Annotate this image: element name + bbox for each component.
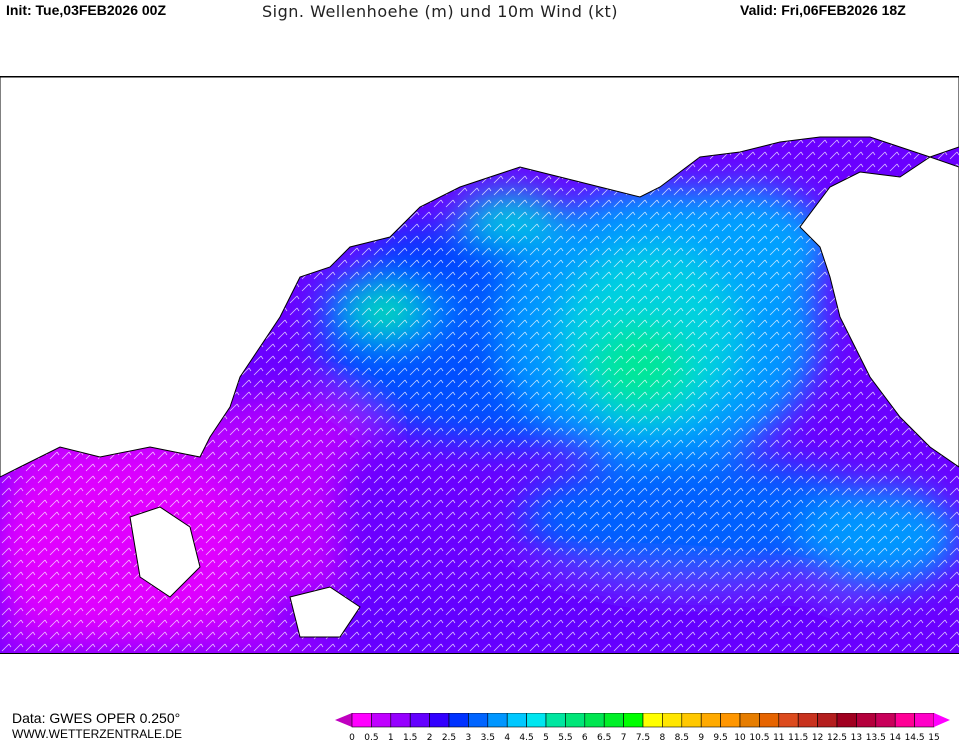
valid-time: Valid: Fri,06FEB2026 18Z (740, 2, 906, 18)
legend-swatch (856, 713, 877, 728)
legend-swatch (739, 713, 760, 728)
legend-swatch (914, 713, 935, 728)
init-time: Init: Tue,03FEB2026 00Z (6, 2, 167, 18)
legend-label: 1 (388, 733, 394, 741)
legend-label: 5.5 (558, 733, 572, 741)
legend-swatch (817, 713, 838, 728)
legend-label: 6 (582, 733, 588, 741)
legend-swatch (565, 713, 586, 728)
legend-label: 10 (734, 733, 746, 741)
legend-swatch (623, 713, 644, 728)
legend-swatch (390, 713, 411, 728)
legend-label: 13.5 (866, 733, 886, 741)
legend-label: 8.5 (675, 733, 689, 741)
legend-label: 2 (427, 733, 433, 741)
legend-swatch (409, 713, 430, 728)
landmass (0, 77, 959, 638)
legend-label: 0 (349, 733, 355, 741)
legend-swatch (584, 713, 605, 728)
legend-over-arrow (934, 713, 950, 727)
color-legend: 0 0.5 1 1.5 2 2.5 3 3.5 4 4.5 5 5.5 6 6.5 7 7.5 8 8.5 9 9.5… (335, 713, 950, 741)
website: WWW.WETTERZENTRALE.DE (12, 727, 182, 741)
legend-swatch (506, 713, 527, 728)
legend-label: 10.5 (749, 733, 769, 741)
legend-swatch (836, 713, 857, 728)
legend-swatch (603, 713, 624, 728)
legend-swatch (487, 713, 508, 728)
legend-label: 12.5 (827, 733, 847, 741)
map-title: Sign. Wellenhoehe (m) und 10m Wind (kt) (262, 2, 619, 21)
legend-label: 9.5 (713, 733, 727, 741)
legend-label: 6.5 (597, 733, 611, 741)
legend-label: 4.5 (519, 733, 533, 741)
legend-swatch (448, 713, 469, 728)
legend-label: 11 (773, 733, 784, 741)
legend-swatch (642, 713, 663, 728)
legend-label: 7 (621, 733, 627, 741)
legend-swatch (545, 713, 566, 728)
legend-label: 14.5 (905, 733, 925, 741)
legend-swatch (797, 713, 818, 728)
legend-label: 11.5 (788, 733, 808, 741)
legend-label: 0.5 (364, 733, 378, 741)
legend-swatch (468, 713, 489, 728)
legend-label: 2.5 (442, 733, 456, 741)
legend-swatch (429, 713, 450, 728)
legend-swatch (720, 713, 741, 728)
legend-swatch (875, 713, 896, 728)
legend-label: 8 (660, 733, 666, 741)
legend-label: 4 (504, 733, 510, 741)
legend-label: 13 (851, 733, 862, 741)
legend-swatch (681, 713, 702, 728)
legend-swatch (526, 713, 547, 728)
legend-label: 3 (466, 733, 472, 741)
legend-swatch (371, 713, 392, 728)
legend-label: 12 (812, 733, 823, 741)
wave-height-map (0, 76, 959, 654)
legend-label: 9 (698, 733, 704, 741)
legend-swatch (759, 713, 780, 728)
legend-label: 14 (889, 733, 901, 741)
legend-label: 5 (543, 733, 549, 741)
legend-under-arrow (335, 713, 352, 727)
legend-swatch (700, 713, 721, 728)
legend-label: 15 (928, 733, 939, 741)
legend-swatch (894, 713, 915, 728)
legend-label: 3.5 (481, 733, 495, 741)
data-source: Data: GWES OPER 0.250° (12, 710, 181, 726)
legend-swatch (778, 713, 799, 728)
legend-swatch (662, 713, 683, 728)
legend-swatch (351, 713, 372, 728)
legend-label: 1.5 (403, 733, 417, 741)
legend-label: 7.5 (636, 733, 650, 741)
